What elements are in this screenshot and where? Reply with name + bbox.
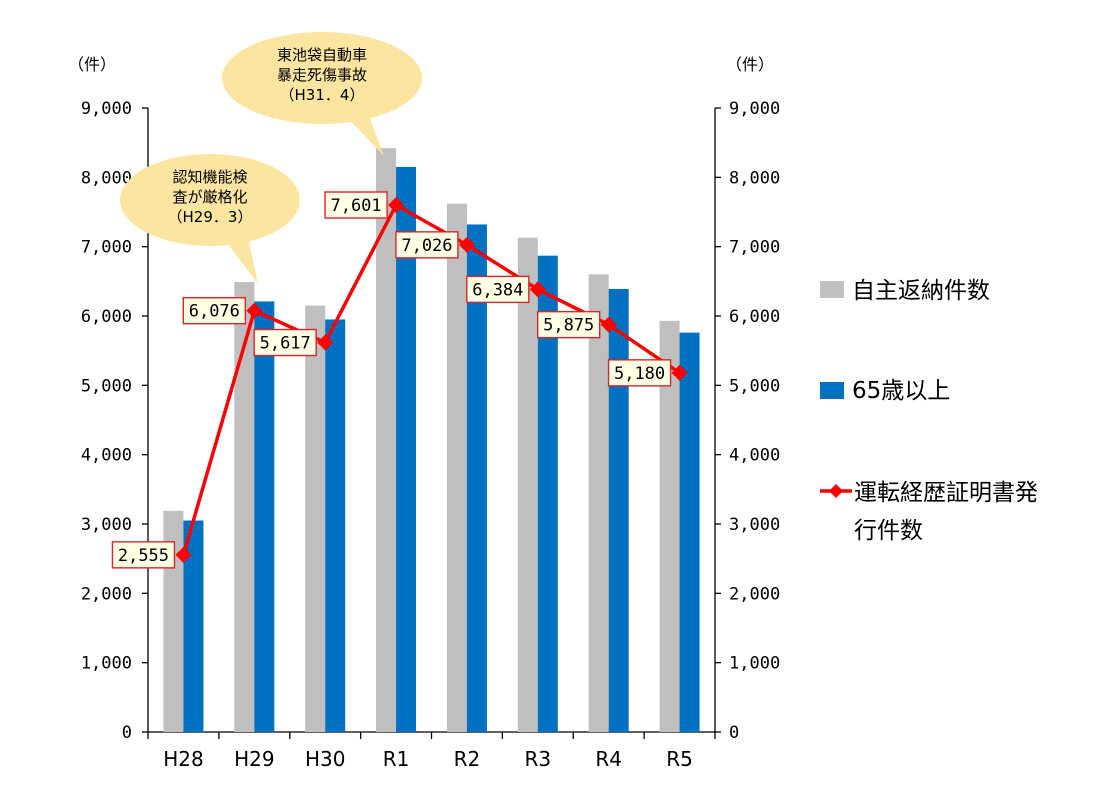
callout-text: 認知機能検 xyxy=(172,168,247,186)
legend-label-line-1: 運転経歴証明書発 xyxy=(854,480,1038,506)
data-label-box xyxy=(395,231,459,259)
data-label-box xyxy=(111,541,176,569)
bar-over65 xyxy=(466,224,487,733)
y-tick-label-right: 8,000 xyxy=(729,168,780,188)
data-label: 5,617 xyxy=(260,334,311,354)
x-tick-label: R4 xyxy=(595,747,622,771)
data-label-box xyxy=(536,310,601,339)
y-tick-label-left: 9,000 xyxy=(81,99,132,119)
y-tick-label-right: 0 xyxy=(729,723,739,743)
y-tick-label-right: 1,000 xyxy=(729,654,780,674)
bar-over65 xyxy=(679,332,700,732)
y-tick-label-right: 2,000 xyxy=(729,584,780,604)
line-marker xyxy=(458,236,475,253)
bar-voluntary xyxy=(446,203,467,732)
x-tick-label: R3 xyxy=(525,747,552,771)
callout-bubble xyxy=(120,154,300,246)
data-labels: 2,555 6,076 5,617 7,601 7,026 6,384 5,875 5,180 xyxy=(111,191,672,569)
bar-voluntary xyxy=(659,320,680,732)
line-marker xyxy=(671,364,688,381)
line-marker xyxy=(600,316,617,333)
y-tick-label-left: 2,000 xyxy=(81,584,132,604)
data-label-box xyxy=(607,359,672,387)
data-label-box xyxy=(466,275,530,304)
y-tick-label-right: 4,000 xyxy=(729,446,780,466)
callout-text: 暴走死傷事故 xyxy=(277,66,367,84)
line-marker xyxy=(246,302,263,319)
data-label: 7,026 xyxy=(401,236,452,256)
line-marker xyxy=(317,334,334,351)
x-tick-label: R5 xyxy=(666,747,693,771)
x-tick-label: H28 xyxy=(163,747,204,771)
y-tick-label-right: 3,000 xyxy=(729,515,780,535)
y-tick-label-left: 8,000 xyxy=(81,168,132,188)
data-label-box xyxy=(182,297,247,325)
callout-text: 査が厳格化 xyxy=(172,188,247,206)
callout-tail xyxy=(342,112,384,156)
legend-label-voluntary: 自主返納件数 xyxy=(852,278,990,304)
callout-bubble xyxy=(222,32,422,124)
y-tick-label-right: 5,000 xyxy=(729,376,780,396)
x-tick-label: H30 xyxy=(305,747,346,771)
y-tick-label-left: 4,000 xyxy=(81,446,132,466)
y-tick-label-left: 6,000 xyxy=(81,307,132,327)
y-tick-label-left: 3,000 xyxy=(81,515,132,535)
line-marker xyxy=(529,281,546,298)
x-tick-label: R1 xyxy=(383,747,410,771)
callout-text: （H31．4） xyxy=(280,86,365,104)
y-tick-label-right: 7,000 xyxy=(729,238,780,258)
data-label: 5,180 xyxy=(614,364,665,384)
callout-text: （H29．3） xyxy=(168,208,253,226)
y-tick-label-left: 7,000 xyxy=(81,238,132,258)
bar-voluntary xyxy=(234,282,255,732)
data-label-box xyxy=(324,191,388,219)
bar-voluntary xyxy=(517,237,538,733)
bar-over65 xyxy=(254,301,275,732)
legend-label-line-2: 行件数 xyxy=(854,518,923,544)
data-label: 6,384 xyxy=(472,280,523,300)
line-marker xyxy=(388,196,405,213)
y-tick-label-right: 9,000 xyxy=(729,99,780,119)
y-tick-label-left: 1,000 xyxy=(81,654,132,674)
callout-text: 東池袋自動車 xyxy=(277,46,367,64)
callout-tail xyxy=(222,236,258,284)
bar-over65 xyxy=(325,319,346,732)
data-label: 6,076 xyxy=(189,302,240,322)
bar-over65 xyxy=(608,288,629,732)
y-tick-label-left: 5,000 xyxy=(81,376,132,396)
bar-voluntary xyxy=(376,148,397,733)
legend-label-over65: 65歳以上 xyxy=(852,378,950,404)
x-tick-label: R2 xyxy=(454,747,481,771)
data-label: 2,555 xyxy=(118,546,169,566)
axes: 0 1,000 2,000 3,000 4,000 5,000 6,000 7,000 8,00… xyxy=(68,55,780,771)
y-unit-right: （件） xyxy=(726,55,774,74)
y-unit-left: （件） xyxy=(68,55,116,74)
bar-over65 xyxy=(396,166,417,732)
bar-over65 xyxy=(537,255,558,732)
data-label: 7,601 xyxy=(330,196,381,216)
data-label-box xyxy=(253,328,317,357)
y-tick-label-right: 6,000 xyxy=(729,307,780,327)
y-tick-label-left: 0 xyxy=(122,723,132,743)
legend-swatch-over65 xyxy=(820,382,844,399)
bar-voluntary xyxy=(305,305,326,732)
x-tick-label: H29 xyxy=(234,747,275,771)
legend-swatch-voluntary xyxy=(820,281,844,298)
bar-over65 xyxy=(183,520,204,732)
legend-swatch-marker xyxy=(829,484,843,498)
data-label: 5,875 xyxy=(543,316,594,336)
bars xyxy=(163,148,700,733)
line-marker xyxy=(175,546,192,563)
bar-voluntary xyxy=(588,274,609,732)
